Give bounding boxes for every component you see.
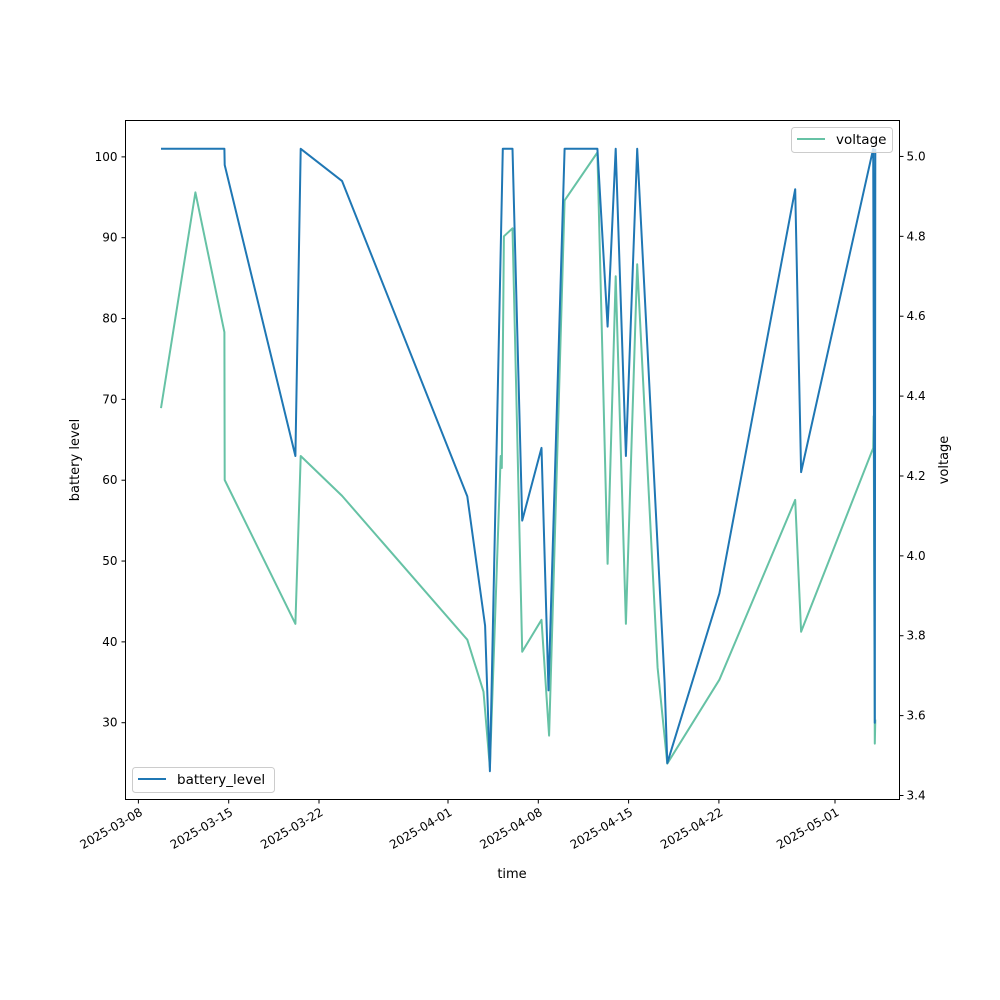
y-tick-label: 90 (102, 231, 117, 245)
y2-tick-label: 3.8 (907, 629, 926, 643)
x-tick-label: 2025-03-15 (168, 805, 235, 852)
legend-voltage-label: voltage (836, 132, 886, 148)
y-tick-label: 30 (102, 716, 117, 730)
y2-axis-title: voltage (937, 436, 952, 485)
x-tick-label: 2025-03-22 (258, 805, 325, 852)
plot-lines (160, 147, 877, 773)
x-tick-label: 2025-04-01 (387, 805, 454, 852)
y2-tick-label: 4.0 (907, 549, 926, 563)
series-line-battery-level (161, 147, 877, 773)
legend-voltage: voltage (791, 127, 893, 153)
y2-tick-label: 3.6 (907, 709, 926, 723)
legend-battery-frame (132, 767, 275, 793)
x-tick-label: 2025-05-01 (774, 805, 841, 852)
y-tick-label: 60 (102, 473, 117, 487)
x-tick-label: 2025-04-22 (658, 805, 725, 852)
y-tick-label: 70 (102, 392, 117, 406)
y2-tick-label: 5.0 (907, 149, 926, 163)
y-axis-right: 3.4 3.6 3.8 4.0 4.2 4.4 4.6 4.8 5.0 (899, 149, 926, 803)
x-axis: 2025-03-08 2025-03-15 2025-03-22 2025-04-01… (77, 799, 842, 852)
legend-battery: battery_level (132, 767, 275, 793)
x-tick-label: 2025-03-08 (77, 805, 144, 852)
legend-battery-label: battery_level (177, 772, 265, 788)
y2-tick-label: 4.4 (907, 389, 926, 403)
y-tick-label: 80 (102, 312, 117, 326)
y2-tick-label: 3.4 (907, 789, 926, 803)
y-axis-title: battery level (68, 419, 83, 502)
y2-tick-label: 4.8 (907, 229, 926, 243)
x-tick-label: 2025-04-08 (477, 805, 544, 852)
y-tick-label: 100 (95, 150, 118, 164)
legend-voltage-frame (791, 127, 893, 153)
x-tick-label: 2025-04-15 (568, 805, 635, 852)
series-line-voltage (160, 151, 877, 769)
plot-frame (125, 120, 900, 800)
y-tick-label: 50 (102, 554, 117, 568)
y-axis-left: 30 40 50 60 70 80 90 100 (95, 150, 126, 730)
y2-tick-label: 4.6 (907, 309, 926, 323)
y-tick-label: 40 (102, 635, 117, 649)
y2-tick-label: 4.2 (907, 469, 926, 483)
x-axis-title: time (497, 867, 526, 882)
